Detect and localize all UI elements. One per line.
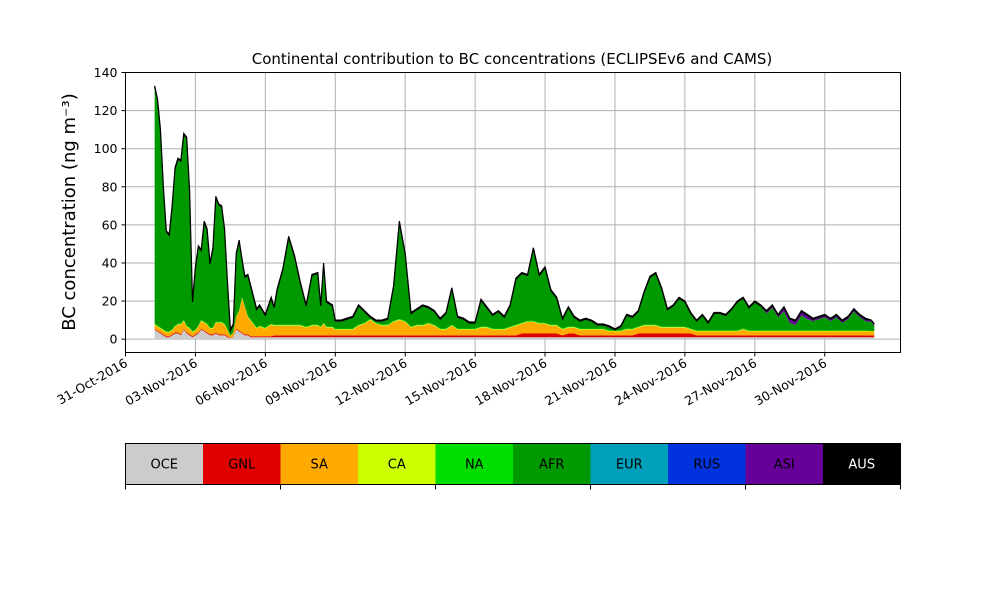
x-tick-label: 03-Nov-2016 (122, 355, 200, 408)
x-tick-label: 09-Nov-2016 (262, 355, 340, 408)
colorbar-label-ca: CA (388, 458, 406, 473)
colorbar-swatch-oce (125, 443, 203, 485)
y-tick-label: 120 (94, 103, 118, 118)
x-tick-label: 31-Oct-2016 (54, 355, 130, 407)
colorbar-swatch-eur (590, 443, 668, 485)
y-axis: 0 20 40 60 80 100 120 140 (94, 65, 126, 347)
colorbar-label-eur: EUR (616, 458, 643, 473)
colorbar-swatch-afr (513, 443, 591, 485)
x-axis: 31-Oct-201603-Nov-201606-Nov-201609-Nov-… (54, 352, 830, 409)
area-afr (154, 88, 875, 336)
x-tick-label: 12-Nov-2016 (332, 355, 410, 408)
x-tick-label: 15-Nov-2016 (402, 355, 480, 408)
x-tick-label: 06-Nov-2016 (192, 355, 270, 408)
y-tick-label: 100 (94, 141, 118, 156)
y-tick-label: 40 (102, 255, 118, 270)
colorbar-label-sa: SA (311, 458, 328, 473)
y-tick-label: 20 (102, 294, 118, 309)
colorbar-label-oce: OCE (150, 458, 178, 473)
y-tick-label: 60 (102, 217, 118, 232)
grid-lines (125, 72, 901, 353)
colorbar-swatch-sa (280, 443, 358, 485)
x-tick-label: 18-Nov-2016 (472, 355, 550, 408)
x-tick-label: 30-Nov-2016 (752, 355, 830, 408)
colorbar-label-afr: AFR (539, 458, 564, 473)
colorbar-swatch-gnl (203, 443, 281, 485)
y-axis-label: BC concentration (ng m⁻³) (59, 93, 80, 331)
x-tick-label: 24-Nov-2016 (612, 355, 690, 408)
colorbar-label-gnl: GNL (228, 458, 256, 473)
colorbar-label-rus: RUS (693, 458, 720, 473)
x-tick-label: 27-Nov-2016 (682, 355, 760, 408)
y-tick-label: 80 (102, 179, 118, 194)
colorbar-swatch-asi (745, 443, 823, 485)
stacked-areas (154, 85, 875, 340)
area-oce (154, 329, 875, 340)
colorbar-swatch-ca (358, 443, 436, 485)
colorbar-label-na: NA (465, 458, 484, 473)
y-tick-label: 140 (94, 65, 118, 80)
colorbar-swatch-aus (823, 443, 901, 485)
colorbar-label-asi: ASI (774, 458, 795, 473)
x-tick-label: 21-Nov-2016 (542, 355, 620, 408)
area-aus (154, 85, 875, 333)
colorbar-swatch-na (435, 443, 513, 485)
colorbar-legend: OCE GNL SA CA NA AFR EUR RUS ASI AUS (125, 443, 901, 490)
area-sa (154, 298, 875, 338)
area-gnl (154, 328, 875, 339)
y-tick-label: 0 (110, 332, 118, 347)
colorbar-swatch-rus (668, 443, 746, 485)
colorbar-frame (125, 443, 901, 485)
chart-title: Continental contribution to BC concentra… (252, 50, 773, 68)
plot-frame (125, 72, 901, 353)
colorbar-label-aus: AUS (848, 458, 875, 473)
